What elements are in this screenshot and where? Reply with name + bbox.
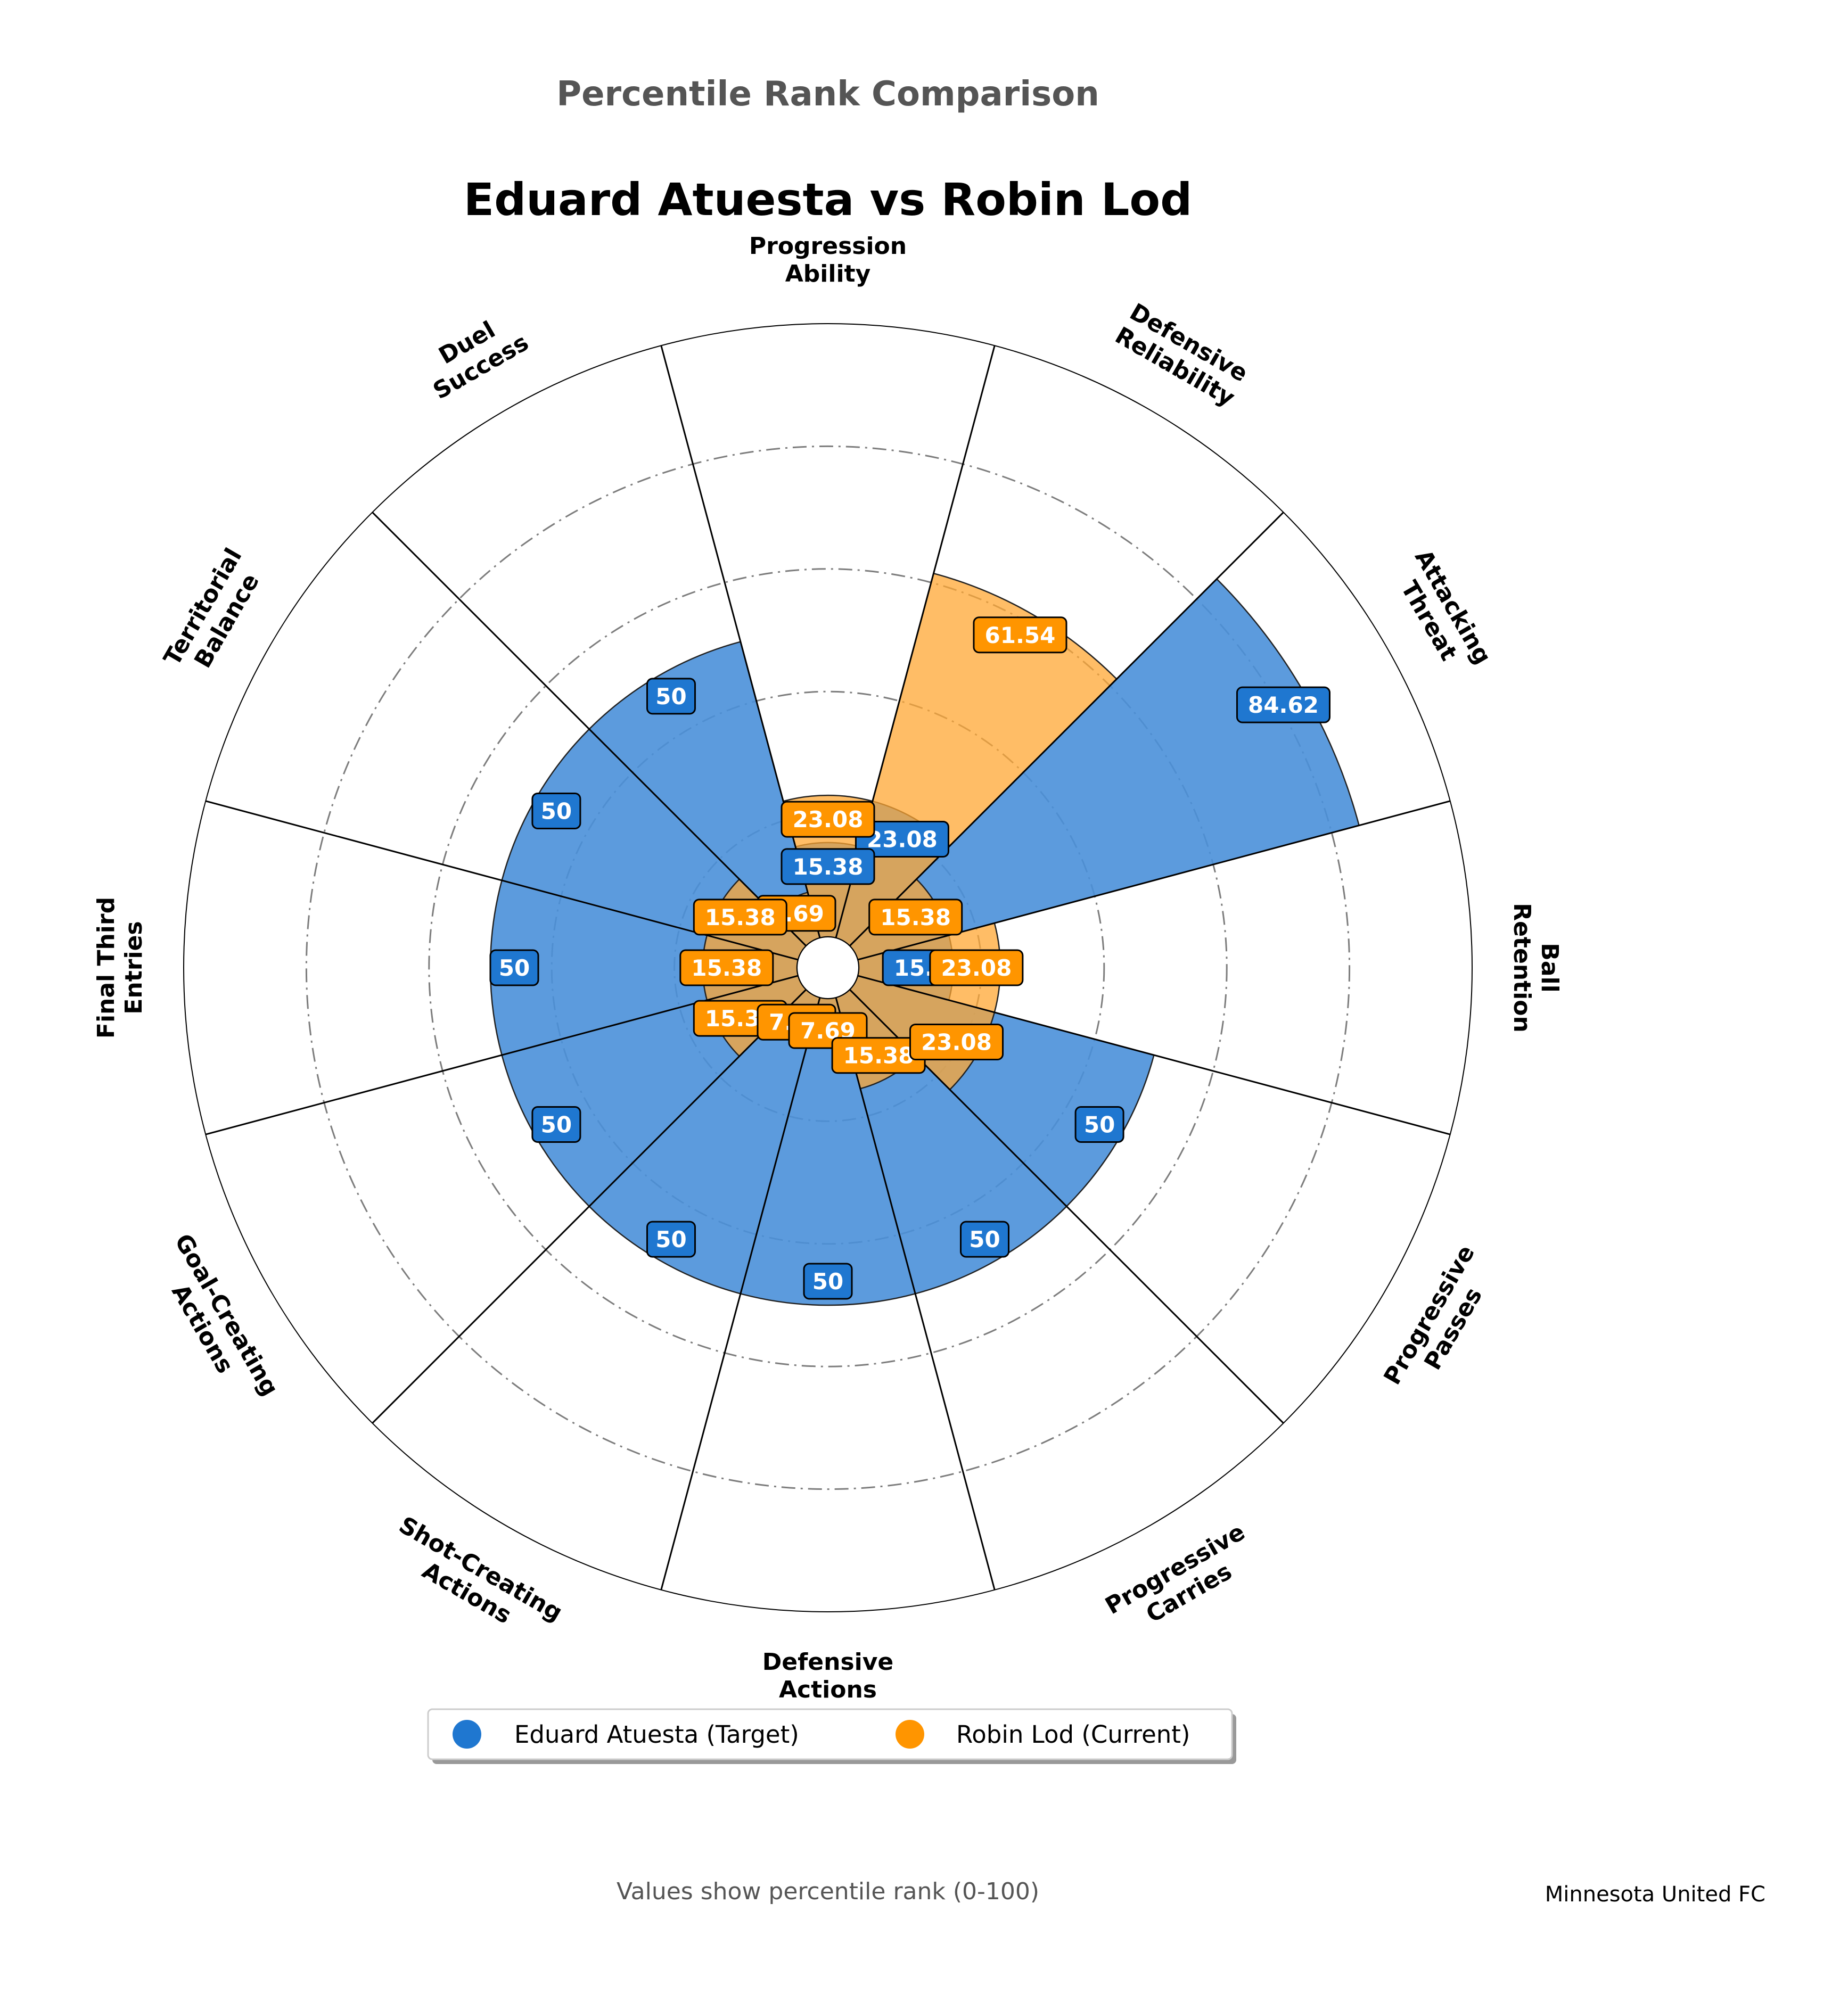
category-label-line: Ability xyxy=(785,260,871,287)
legend-label-current: Robin Lod (Current) xyxy=(956,1720,1190,1749)
value-label-target-box xyxy=(1236,686,1330,723)
value-label-target: 50 xyxy=(812,1268,843,1295)
value-label-target-box xyxy=(489,949,539,986)
value-label-current: 15.38 xyxy=(843,1043,914,1069)
value-label-current: 23.08 xyxy=(921,1029,992,1055)
footer-note: Values show percentile rank (0-100) xyxy=(617,1878,1039,1905)
spoke-line xyxy=(835,997,996,1591)
spoke-line xyxy=(660,997,821,1591)
category-label-line: Retention xyxy=(1508,903,1535,1033)
value-label-current: 15.38 xyxy=(880,904,951,930)
value-label-current-box xyxy=(693,899,787,936)
category-label: ProgressiveCarries xyxy=(1101,1518,1263,1644)
category-label-line: Defensive xyxy=(762,1649,893,1676)
value-label-target: 84.62 xyxy=(1248,692,1319,718)
value-label-target: 50 xyxy=(1084,1112,1115,1138)
category-label-line: Ball xyxy=(1536,943,1563,992)
category-label: Final ThirdEntries xyxy=(93,897,147,1039)
spoke-line xyxy=(849,512,1284,947)
category-label: BallRetention xyxy=(1508,903,1563,1033)
spoke-line xyxy=(372,988,807,1424)
value-label-current: 23.08 xyxy=(941,955,1012,981)
category-label: Progression Ability xyxy=(749,233,907,287)
value-label-target: 23.08 xyxy=(867,826,938,852)
category-label: TerritorialBalance xyxy=(159,543,272,684)
category-label: ProgressivePasses xyxy=(1378,1241,1504,1403)
value-label-target: 15.38 xyxy=(793,854,864,880)
value-label-current-box xyxy=(679,949,774,986)
category-label: DefensiveReliability xyxy=(1111,298,1253,412)
category-label: Defensive Actions xyxy=(762,1649,893,1703)
center-hole xyxy=(796,936,859,999)
chart-title: Eduard Atuesta vs Robin Lod xyxy=(464,174,1193,226)
value-label-current-box xyxy=(781,801,875,838)
legend-box xyxy=(427,1708,1233,1760)
value-label-target-box xyxy=(1074,1106,1124,1143)
value-label-target-box xyxy=(781,848,875,885)
spokes xyxy=(205,345,1451,1591)
value-label-current-box xyxy=(909,1023,1004,1060)
value-label-current: 61.54 xyxy=(985,622,1056,648)
bars xyxy=(489,572,1360,1306)
value-label-current: 23.08 xyxy=(793,806,864,833)
value-label-current-box xyxy=(929,949,1024,986)
chart-suptitle: Percentile Rank Comparison xyxy=(556,75,1099,114)
value-label-target-box xyxy=(531,1106,581,1143)
value-label-target: 50 xyxy=(499,955,530,981)
value-label-target-box xyxy=(960,1221,1009,1258)
legend: Eduard Atuesta (Target) Robin Lod (Curre… xyxy=(427,1708,1236,1764)
category-label-line: Progression xyxy=(749,233,907,260)
value-label-current-box xyxy=(973,616,1067,654)
value-label-target: 50 xyxy=(655,683,686,710)
grid-ring xyxy=(305,445,1351,1490)
spoke-line xyxy=(857,975,1451,1135)
category-label: Goal-CreatingActions xyxy=(145,1229,284,1414)
category-label: AttackingThreat xyxy=(1385,545,1497,683)
value-label-target: 50 xyxy=(541,1112,572,1138)
value-label-target: 50 xyxy=(541,798,572,825)
legend-marker-target xyxy=(453,1720,481,1749)
value-label-target-box xyxy=(531,793,581,829)
spoke-line xyxy=(372,512,807,947)
legend-marker-current xyxy=(896,1720,924,1749)
footer-club: Minnesota United FC xyxy=(1545,1882,1765,1907)
value-label-target-box xyxy=(855,820,949,858)
value-label-target: 50 xyxy=(969,1226,1000,1253)
category-label-line: Final Third xyxy=(93,897,120,1039)
value-label-current: 15.38 xyxy=(705,904,776,930)
value-label-target: 50 xyxy=(655,1226,686,1253)
value-label-target-box xyxy=(646,678,696,715)
category-label: Shot-CreatingActions xyxy=(381,1511,567,1651)
category-label: DuelSuccess xyxy=(415,305,533,405)
category-label-line: Entries xyxy=(120,921,147,1014)
value-label-target-box xyxy=(646,1221,696,1258)
outer-ring xyxy=(183,323,1473,1612)
legend-label-target: Eduard Atuesta (Target) xyxy=(514,1720,799,1749)
spoke-line xyxy=(660,345,821,938)
value-label-current-box xyxy=(868,899,963,936)
value-label-target-box xyxy=(803,1263,853,1300)
grid-ring xyxy=(428,568,1228,1367)
value-label-current: 15.38 xyxy=(691,955,762,981)
category-label-line: Actions xyxy=(779,1676,877,1703)
value-labels: 15.3884.6223.0815.38505050505050505023.0… xyxy=(489,616,1330,1300)
